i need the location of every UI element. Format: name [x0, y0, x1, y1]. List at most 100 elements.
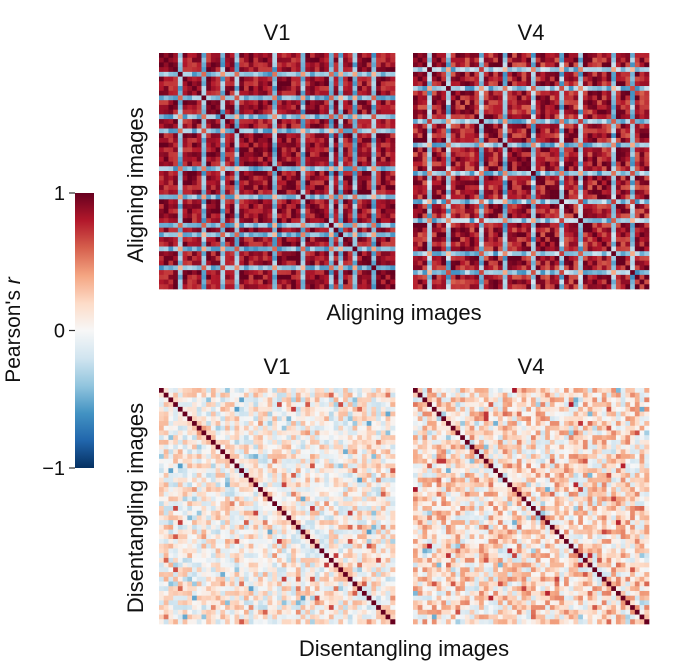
- heatmap-cell: [168, 189, 174, 195]
- heatmap-cell: [564, 222, 570, 228]
- heatmap-cell: [554, 194, 560, 200]
- heatmap-cell: [615, 128, 622, 134]
- heatmap-cell: [497, 53, 504, 59]
- heatmap-cell: [625, 86, 631, 92]
- heatmap-cell: [446, 81, 452, 87]
- heatmap-cell: [248, 185, 254, 191]
- heatmap-cell: [413, 147, 419, 153]
- heatmap-cell: [361, 270, 368, 276]
- heatmap-cell: [507, 204, 513, 210]
- heatmap-cell: [564, 199, 570, 205]
- heatmap-cell: [455, 166, 461, 172]
- heatmap-cell: [380, 279, 386, 285]
- heatmap-cell: [272, 185, 278, 191]
- heatmap-cell: [474, 109, 480, 115]
- heatmap-cell: [417, 227, 423, 233]
- heatmap-cell: [479, 166, 485, 172]
- heatmap-cell: [469, 156, 475, 162]
- heatmap-cell: [328, 71, 334, 77]
- heatmap-cell: [540, 104, 546, 110]
- heatmap-cell: [286, 194, 292, 200]
- heatmap-cell: [521, 194, 527, 200]
- heatmap-cell: [615, 194, 622, 200]
- heatmap-cell: [431, 147, 437, 153]
- heatmap-cell: [352, 100, 358, 106]
- heatmap-cell: [606, 156, 612, 162]
- heatmap-cell: [159, 246, 165, 252]
- heatmap-cell: [464, 71, 470, 77]
- heatmap-cell: [159, 62, 165, 68]
- heatmap-cell: [413, 152, 419, 158]
- heatmap-cell: [234, 104, 240, 110]
- heatmap-cell: [173, 156, 179, 162]
- heatmap-cell: [267, 62, 273, 68]
- heatmap-cell: [229, 204, 235, 210]
- heatmap-cell: [502, 156, 508, 162]
- heatmap-cell: [625, 95, 631, 101]
- heatmap-cell: [196, 62, 202, 68]
- heatmap-cell: [601, 128, 607, 134]
- heatmap-cell: [446, 237, 452, 243]
- heatmap-cell: [479, 71, 485, 77]
- heatmap-cell: [210, 104, 216, 110]
- heatmap-cell: [497, 100, 504, 106]
- heatmap-cell: [497, 171, 504, 177]
- heatmap-cell: [521, 76, 527, 82]
- heatmap-cell: [464, 147, 470, 153]
- heatmap-cell: [333, 260, 339, 266]
- heatmap-cell: [436, 104, 442, 110]
- heatmap-cell: [196, 100, 202, 106]
- heatmap-cell: [357, 185, 363, 191]
- heatmap-cell: [564, 274, 570, 280]
- heatmap-cell: [639, 104, 645, 110]
- heatmap-cell: [319, 161, 325, 167]
- heatmap-cell: [380, 90, 386, 96]
- heatmap-cell: [328, 62, 334, 68]
- heatmap-cell: [243, 199, 250, 205]
- heatmap-cell: [554, 246, 560, 252]
- heatmap-cell: [262, 133, 268, 139]
- heatmap-cell: [338, 180, 344, 186]
- heatmap-cell: [592, 109, 598, 115]
- heatmap-cell: [582, 171, 588, 177]
- heatmap-cell: [376, 142, 382, 148]
- heatmap-cell: [526, 255, 532, 262]
- heatmap-cell: [239, 279, 245, 285]
- heatmap-cell: [380, 128, 386, 134]
- heatmap-cell: [192, 274, 198, 280]
- heatmap-cell: [531, 95, 537, 101]
- heatmap-cell: [324, 71, 330, 77]
- heatmap-cell: [324, 194, 330, 200]
- heatmap-cell: [206, 81, 212, 87]
- heatmap-cell: [192, 109, 198, 115]
- heatmap-cell: [507, 270, 513, 276]
- heatmap-cell: [587, 104, 593, 110]
- heatmap-cell: [606, 71, 612, 77]
- heatmap-cell: [568, 76, 574, 82]
- heatmap-cell: [380, 241, 386, 247]
- heatmap-cell: [460, 137, 466, 144]
- heatmap-cell: [314, 76, 320, 82]
- heatmap-cell: [206, 62, 212, 68]
- heatmap-cell: [422, 279, 428, 285]
- heatmap-cell: [549, 255, 555, 262]
- heatmap-cell: [182, 270, 188, 276]
- heatmap-cell: [606, 199, 612, 205]
- heatmap-cell: [281, 171, 287, 177]
- heatmap-cell: [159, 67, 165, 73]
- heatmap-cell: [592, 218, 598, 224]
- heatmap-cell: [328, 147, 334, 153]
- heatmap-cell: [587, 199, 593, 205]
- heatmap-cell: [173, 128, 179, 134]
- heatmap-cell: [376, 62, 382, 68]
- heatmap-cell: [573, 189, 579, 195]
- heatmap-cell: [173, 213, 179, 219]
- heatmap-cell: [333, 227, 339, 233]
- heatmap-cell: [625, 142, 631, 148]
- heatmap-cell: [215, 246, 221, 252]
- heatmap-cell: [324, 104, 330, 110]
- heatmap-cell: [192, 232, 198, 238]
- heatmap-cell: [168, 208, 174, 214]
- heatmap-cell: [300, 218, 306, 224]
- heatmap-cell: [516, 246, 522, 252]
